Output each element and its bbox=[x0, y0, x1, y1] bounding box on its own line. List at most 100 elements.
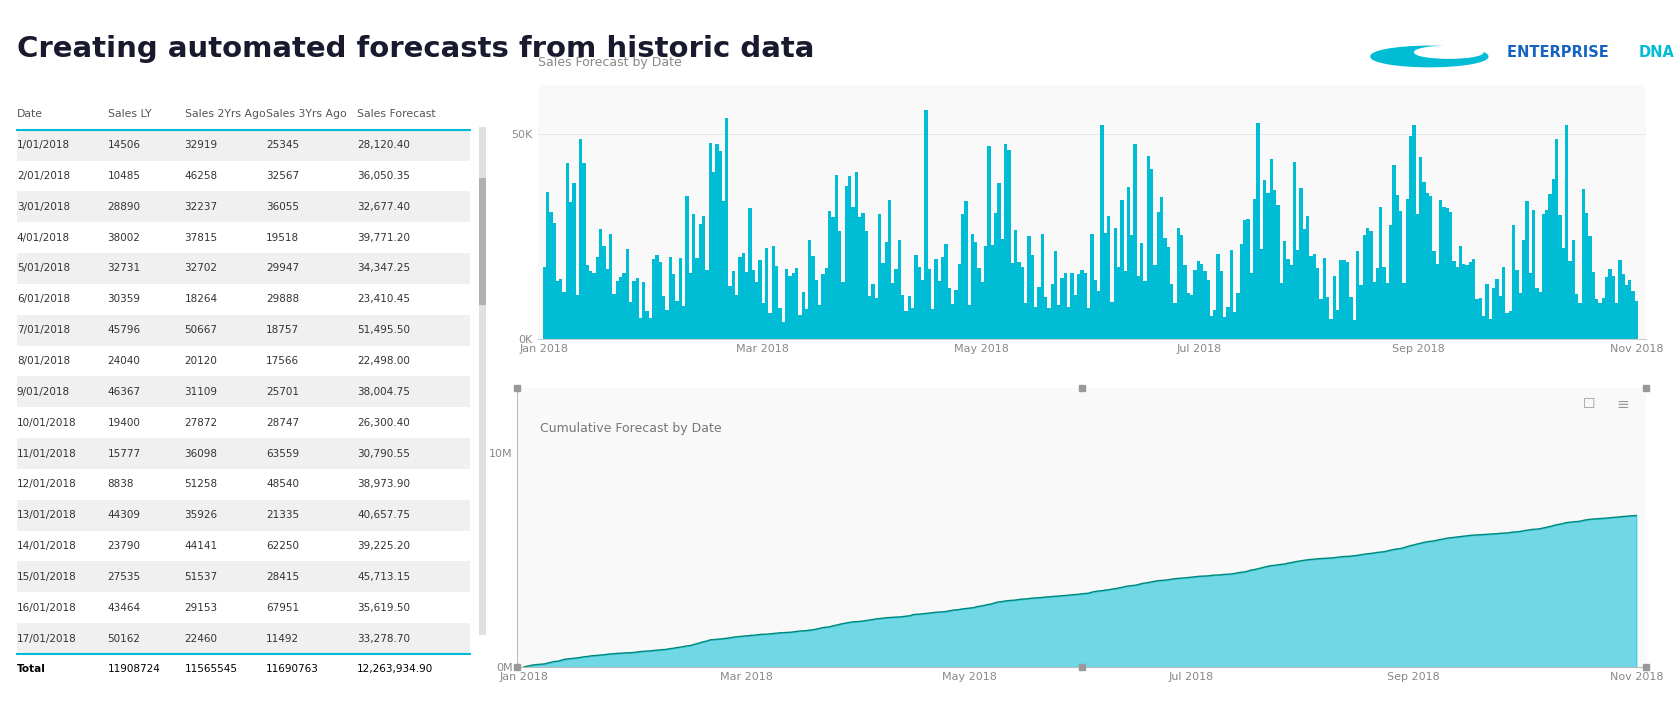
Bar bbox=[900, 295, 904, 339]
Text: 39,225.20: 39,225.20 bbox=[358, 541, 410, 551]
Bar bbox=[546, 192, 549, 339]
Bar bbox=[1270, 159, 1273, 339]
Bar bbox=[974, 242, 978, 339]
Bar bbox=[1376, 268, 1379, 339]
Text: 11565545: 11565545 bbox=[185, 664, 237, 674]
Bar bbox=[948, 288, 951, 339]
Text: ☐: ☐ bbox=[1583, 397, 1596, 411]
Bar bbox=[1173, 304, 1176, 339]
Bar bbox=[771, 246, 774, 339]
Bar bbox=[798, 316, 801, 339]
Bar bbox=[1186, 292, 1189, 339]
Bar bbox=[659, 262, 662, 339]
Bar bbox=[1193, 270, 1196, 339]
Bar bbox=[884, 242, 887, 339]
Bar bbox=[1206, 280, 1210, 339]
Circle shape bbox=[1371, 47, 1488, 66]
Bar bbox=[761, 303, 764, 339]
Bar bbox=[1532, 210, 1536, 339]
Bar bbox=[1063, 273, 1067, 339]
Bar bbox=[736, 295, 739, 339]
Text: Sales 3Yrs Ago: Sales 3Yrs Ago bbox=[267, 109, 348, 119]
Bar bbox=[1359, 285, 1362, 339]
Bar bbox=[743, 253, 746, 339]
Bar bbox=[842, 282, 845, 339]
Bar bbox=[655, 255, 659, 339]
Bar bbox=[1445, 208, 1448, 339]
FancyBboxPatch shape bbox=[479, 178, 486, 305]
Bar bbox=[559, 279, 563, 339]
Bar bbox=[1332, 276, 1336, 339]
Bar bbox=[590, 271, 593, 339]
Bar bbox=[1161, 197, 1163, 339]
Text: 8838: 8838 bbox=[108, 479, 134, 489]
Bar bbox=[1379, 207, 1383, 339]
Bar bbox=[1319, 299, 1322, 339]
Bar bbox=[1273, 190, 1277, 339]
Bar bbox=[998, 183, 1001, 339]
Bar bbox=[1505, 313, 1509, 339]
Text: ENTERPRISE: ENTERPRISE bbox=[1507, 44, 1614, 60]
Text: Total: Total bbox=[17, 664, 45, 674]
Bar bbox=[1448, 212, 1452, 339]
Bar bbox=[858, 217, 862, 339]
Bar bbox=[692, 214, 696, 339]
Bar bbox=[1478, 298, 1482, 339]
Bar bbox=[593, 273, 596, 339]
Bar bbox=[573, 183, 576, 339]
Bar bbox=[1416, 213, 1420, 339]
Bar bbox=[1084, 273, 1087, 339]
Bar bbox=[811, 256, 815, 339]
Bar bbox=[1117, 267, 1121, 339]
Bar bbox=[1625, 285, 1628, 339]
Bar bbox=[1021, 268, 1023, 339]
Bar bbox=[1315, 268, 1319, 339]
Bar bbox=[1179, 235, 1183, 339]
Text: 50162: 50162 bbox=[108, 633, 141, 644]
Bar bbox=[1121, 200, 1124, 339]
Bar bbox=[1200, 264, 1203, 339]
Text: 35926: 35926 bbox=[185, 510, 218, 520]
Bar bbox=[1097, 291, 1100, 339]
Bar bbox=[1562, 249, 1566, 339]
Text: 22460: 22460 bbox=[185, 633, 218, 644]
FancyBboxPatch shape bbox=[17, 160, 470, 191]
Bar bbox=[645, 311, 648, 339]
Bar bbox=[722, 201, 726, 339]
Bar bbox=[828, 210, 832, 339]
Bar bbox=[1250, 273, 1253, 339]
Bar bbox=[897, 240, 900, 339]
Bar bbox=[1043, 297, 1047, 339]
Bar bbox=[1601, 298, 1604, 339]
Bar bbox=[852, 207, 855, 339]
Bar bbox=[719, 151, 722, 339]
Bar bbox=[879, 214, 882, 339]
Bar bbox=[1423, 182, 1426, 339]
Bar bbox=[1614, 304, 1618, 339]
Text: 1/01/2018: 1/01/2018 bbox=[17, 140, 71, 150]
Bar bbox=[931, 309, 934, 339]
Bar bbox=[1037, 287, 1040, 339]
Bar bbox=[1604, 277, 1608, 339]
Bar bbox=[805, 309, 808, 339]
Bar bbox=[822, 273, 825, 339]
Bar bbox=[638, 318, 642, 339]
Bar bbox=[712, 172, 716, 339]
FancyBboxPatch shape bbox=[17, 623, 470, 654]
Bar bbox=[988, 146, 991, 339]
Bar bbox=[606, 269, 608, 339]
Bar bbox=[961, 214, 964, 339]
Text: 30,790.55: 30,790.55 bbox=[358, 448, 410, 458]
Bar bbox=[927, 270, 931, 339]
Bar bbox=[1499, 296, 1502, 339]
Bar bbox=[1584, 213, 1588, 339]
Circle shape bbox=[1415, 47, 1483, 58]
Bar bbox=[934, 259, 937, 339]
Bar bbox=[838, 231, 842, 339]
Text: 46367: 46367 bbox=[108, 387, 141, 397]
Bar bbox=[845, 186, 848, 339]
Text: 14/01/2018: 14/01/2018 bbox=[17, 541, 77, 551]
Bar bbox=[1502, 267, 1505, 339]
FancyBboxPatch shape bbox=[17, 592, 470, 623]
Text: 44141: 44141 bbox=[185, 541, 218, 551]
